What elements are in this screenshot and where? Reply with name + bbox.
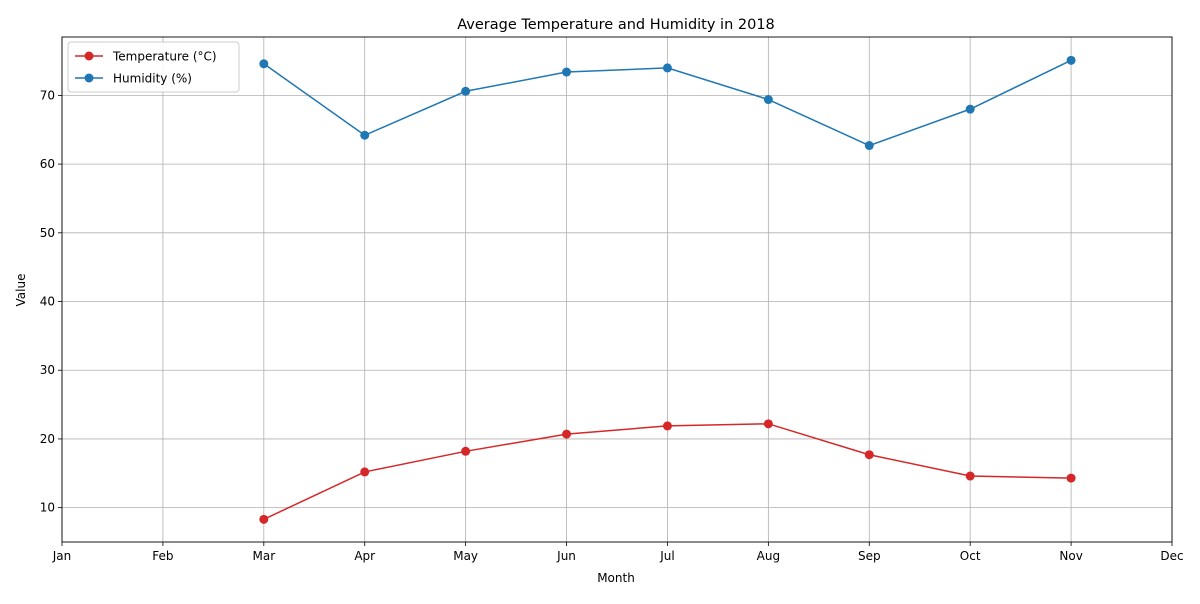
y-tick-label-40: 40 (40, 295, 55, 309)
y-tick-label-10: 10 (40, 501, 55, 515)
legend-marker-temperature (84, 51, 94, 61)
x-tick-label-oct: Oct (960, 549, 981, 563)
grid-lines (61, 37, 1173, 542)
legend: Temperature (°C) Humidity (%) (67, 41, 240, 93)
legend-label-temperature: Temperature (°C) (112, 50, 217, 64)
x-tick-label-sep: Sep (858, 549, 881, 563)
x-tick-label-apr: Apr (354, 549, 375, 563)
plot-series (259, 55, 1076, 524)
data-point-temperature-jun (562, 429, 572, 439)
legend-label-humidity: Humidity (%) (113, 72, 192, 86)
data-point-humidity-jun (562, 67, 572, 77)
x-tick-label-may: May (453, 549, 478, 563)
y-tick-label-30: 30 (40, 363, 55, 377)
data-point-temperature-apr (360, 467, 370, 477)
y-tick-label-70: 70 (40, 88, 55, 102)
x-tick-label-aug: Aug (757, 549, 780, 563)
y-tick-label-60: 60 (40, 157, 55, 171)
x-tick-label-feb: Feb (152, 549, 173, 563)
plot-area-frame (61, 36, 1173, 543)
data-point-humidity-sep (864, 141, 874, 151)
data-point-humidity-jul (662, 63, 672, 73)
data-point-temperature-oct (965, 471, 975, 481)
data-point-temperature-mar (259, 514, 269, 524)
x-tick-label-nov: Nov (1059, 549, 1082, 563)
y-tick-label-20: 20 (40, 432, 55, 446)
legend-box (67, 41, 240, 93)
x-tick-label-jan: Jan (52, 549, 72, 563)
data-point-humidity-may (461, 86, 471, 96)
data-point-temperature-may (461, 446, 471, 456)
legend-marker-humidity (84, 73, 94, 83)
data-point-temperature-jul (662, 421, 672, 431)
x-axis-ticks: Jan Feb Mar Apr May Jun Jul Aug Sep Oct Nov Dec (52, 542, 1184, 563)
data-point-temperature-nov (1066, 473, 1076, 483)
data-point-humidity-aug (763, 95, 773, 105)
y-axis-label: Value (14, 274, 28, 307)
y-tick-label-50: 50 (40, 226, 55, 240)
x-tick-label-dec: Dec (1160, 549, 1183, 563)
chart-title: Average Temperature and Humidity in 2018 (457, 17, 775, 33)
data-point-humidity-mar (259, 59, 269, 69)
data-point-humidity-oct (965, 104, 975, 114)
data-point-temperature-aug (763, 419, 773, 429)
data-point-humidity-nov (1066, 55, 1076, 65)
x-tick-label-jul: Jul (659, 549, 674, 563)
x-tick-label-mar: Mar (252, 549, 275, 563)
y-axis-ticks: 10 20 30 40 50 60 70 (40, 88, 62, 515)
x-axis-label: Month (597, 571, 635, 585)
data-point-humidity-apr (360, 130, 370, 140)
data-point-temperature-sep (864, 450, 874, 460)
x-tick-label-jun: Jun (556, 549, 576, 563)
